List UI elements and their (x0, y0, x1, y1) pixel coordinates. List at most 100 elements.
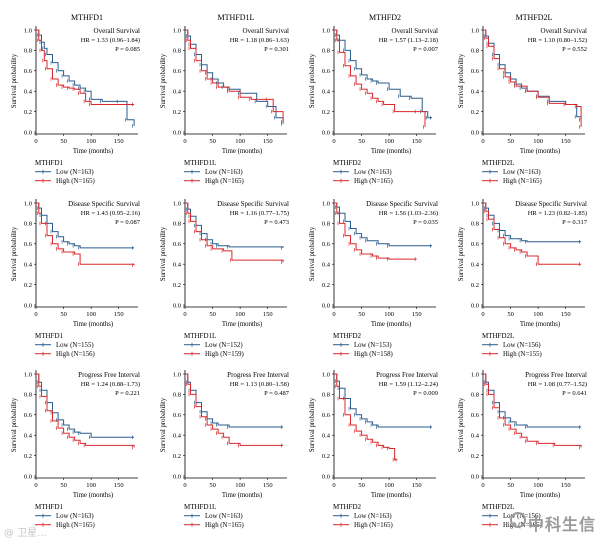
legend-label-high: High (N=165) (503, 178, 542, 185)
x-tick-label: 0 (332, 138, 335, 145)
x-tick-label: 100 (235, 311, 245, 318)
x-axis-label: Time (months) (73, 148, 113, 155)
y-tick-label: 1.0 (471, 371, 479, 378)
x-tick-label: 100 (86, 138, 96, 145)
y-tick-label: 0.4 (24, 262, 33, 269)
p-value-label: P = 0.641 (562, 390, 587, 397)
panel-gene-title: MTHFD1L (218, 13, 255, 22)
hazard-ratio-label: HR = 1.59 (1.12–2.24) (379, 381, 438, 388)
legend-title: MTHFD2 (333, 503, 362, 511)
x-tick-label: 0 (481, 311, 484, 318)
km-curve-high (36, 29, 135, 105)
km-curve-high (334, 202, 417, 260)
x-axis-label: Time (months) (520, 148, 560, 155)
y-tick-label: 0.2 (322, 109, 330, 116)
legend-title: MTHFD1L (184, 332, 216, 340)
x-tick-label: 0 (34, 138, 37, 145)
y-axis-label: Survival probability (309, 53, 316, 108)
y-tick-label: 0.0 (173, 473, 181, 480)
x-tick-label: 50 (60, 482, 67, 489)
x-tick-label: 0 (34, 482, 37, 489)
x-tick-label: 150 (561, 311, 571, 318)
y-tick-label: 1.0 (322, 371, 330, 378)
y-tick-label: 1.0 (24, 371, 32, 378)
x-tick-label: 150 (263, 311, 273, 318)
km-curve-high (483, 202, 582, 265)
y-axis-label: Survival probability (11, 226, 18, 281)
x-tick-label: 50 (209, 311, 216, 318)
panel-gene-title: MTHFD1 (71, 13, 103, 22)
x-tick-label: 50 (358, 482, 365, 489)
y-tick-label: 0.8 (24, 221, 32, 228)
y-tick-label: 0.2 (471, 109, 479, 116)
y-tick-label: 1.0 (173, 371, 181, 378)
x-tick-label: 50 (60, 311, 67, 318)
x-tick-label: 150 (412, 138, 422, 145)
x-tick-label: 50 (507, 311, 514, 318)
legend-label-low: Low (N=152) (205, 342, 243, 349)
km-curve-low (185, 202, 284, 248)
x-tick-label: 100 (384, 482, 394, 489)
y-tick-label: 1.0 (322, 27, 330, 34)
legend-title: MTHFD2 (333, 159, 362, 167)
y-tick-label: 0.6 (24, 412, 33, 419)
x-tick-label: 0 (183, 138, 186, 145)
legend-label-high: High (N=165) (56, 522, 95, 529)
legend-label-high: High (N=158) (354, 351, 393, 358)
km-curve-low (185, 373, 284, 428)
x-axis-label: Time (months) (520, 321, 560, 328)
legend-title: MTHFD2L (482, 503, 514, 511)
legend-label-low: Low (N=155) (56, 342, 94, 349)
y-tick-label: 0.4 (173, 89, 182, 96)
y-tick-label: 0.0 (322, 302, 330, 309)
p-value-label: P = 0.317 (562, 219, 588, 226)
x-tick-label: 150 (263, 482, 273, 489)
legend-title: MTHFD2 (333, 332, 362, 340)
y-axis-label: Survival probability (458, 226, 465, 281)
y-tick-label: 0.6 (173, 412, 182, 419)
y-tick-label: 0.4 (471, 433, 480, 440)
hazard-ratio-label: HR = 1.33 (0.96–1.84) (81, 37, 140, 44)
y-tick-label: 0.8 (24, 48, 32, 55)
x-tick-label: 50 (507, 138, 514, 145)
km-curve-high (185, 373, 284, 446)
y-tick-label: 0.6 (24, 241, 33, 248)
km-curve-low (36, 29, 135, 126)
y-tick-label: 0.4 (471, 262, 480, 269)
y-tick-label: 1.0 (471, 27, 479, 34)
hazard-ratio-label: HR = 1.56 (1.03–2.36) (379, 210, 438, 217)
p-value-label: P = 0.035 (413, 219, 438, 226)
y-tick-label: 1.0 (322, 200, 330, 207)
y-tick-label: 0.2 (24, 109, 32, 116)
y-tick-label: 1.0 (173, 27, 181, 34)
y-axis-label: Survival probability (160, 226, 167, 281)
km-curve-high (334, 29, 426, 127)
legend-title: MTHFD2L (482, 159, 514, 167)
legend-label-low: Low (N=163) (205, 513, 243, 520)
x-tick-label: 100 (533, 138, 543, 145)
y-tick-label: 0.6 (322, 241, 331, 248)
y-axis-label: Survival probability (458, 53, 465, 108)
endpoint-label: Disease Specific Survival (68, 200, 140, 208)
y-tick-label: 0.0 (24, 129, 32, 136)
km-curve-high (334, 373, 398, 461)
km-curve-low (483, 202, 582, 243)
endpoint-label: Overall Survival (94, 27, 141, 35)
p-value-label: P = 0.473 (264, 219, 289, 226)
hazard-ratio-label: HR = 1.13 (0.80–1.58) (230, 381, 289, 388)
y-tick-label: 0.4 (322, 262, 331, 269)
y-tick-label: 1.0 (24, 200, 32, 207)
endpoint-label: Disease Specific Survival (515, 200, 587, 208)
p-value-label: P = 0.552 (562, 46, 587, 53)
y-tick-label: 0.8 (322, 392, 330, 399)
y-tick-label: 0.6 (471, 68, 480, 75)
legend-title: MTHFD1 (35, 332, 64, 340)
y-tick-label: 0.8 (471, 221, 479, 228)
legend-label-low: Low (N=163) (205, 169, 243, 176)
